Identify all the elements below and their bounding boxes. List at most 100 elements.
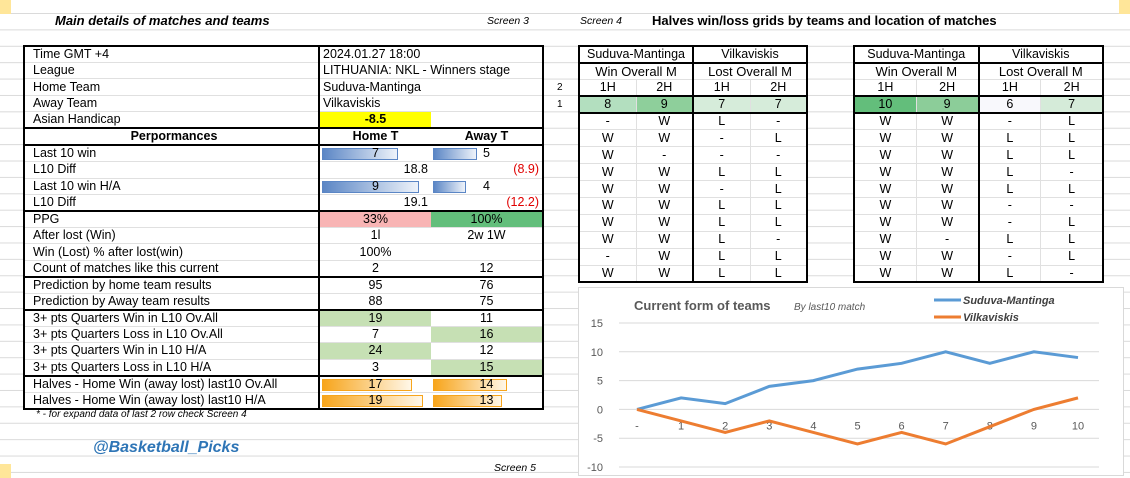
half-result: L [1040,129,1104,148]
chart-subtitle: By last10 match [794,302,866,313]
y-tick-label: 5 [597,376,603,388]
perf-label: Last 10 win H/A [24,178,320,195]
data-bar [322,180,419,193]
home-value: 17 [368,376,383,391]
half-result: W [916,163,980,182]
perf-row: 3+ pts Quarters Win in L10 Ov.All 19 11 [24,308,543,327]
half-result: L [1040,214,1104,232]
half-result: - [978,197,1042,215]
perf-row: Last 10 win 7 5 [24,145,543,163]
grid-away-sub: Lost Overall M [978,63,1104,80]
perf-row: 3+ pts Quarters Loss in L10 H/A 3 15 [24,359,543,377]
y-tick-label: 0 [597,404,603,416]
info-label: League [24,62,320,80]
info-row: Away Team Vilkaviskis [24,95,543,113]
half-result: W [854,265,917,283]
half-result: W [854,248,917,266]
home-cell: 33% [319,209,431,228]
grid-home-sub: Win Overall M [854,63,980,80]
away-cell: 12 [431,342,543,360]
away-value: 4 [483,178,490,193]
half-result: - [1040,197,1104,215]
half-result: W [579,214,637,232]
half-result: W [636,265,694,283]
home-value: 95 [368,277,383,292]
legend-label: Suduva-Mantinga [963,295,1055,307]
data-bar [433,394,502,407]
half-result: L [693,197,751,215]
half-result: W [636,248,694,266]
half-result: W [579,129,637,148]
half-result: - [750,146,808,165]
perf-row: Last 10 win H/A 9 4 [24,178,543,195]
perf-row: Halves - Home Win (away lost) last10 Ov.… [24,374,543,393]
cell-corner [0,0,11,14]
half-result: L [693,231,751,249]
away-value: 14 [479,376,494,391]
half-result: W [636,231,694,249]
half-result: - [1040,163,1104,182]
data-bar [433,180,466,193]
half-result: L [978,163,1042,182]
half-result: L [978,146,1042,165]
away-value: 13 [479,392,494,407]
performances-header: Perpormances Home T Away T [24,127,543,147]
half-result: - [636,146,694,165]
half-result: W [579,146,637,165]
away-cell: 75 [431,293,543,311]
home-value: 33% [362,211,389,226]
away-value: 16 [479,326,494,341]
perf-label: 3+ pts Quarters Loss in L10 Ov.All [24,326,320,344]
half-result: - [750,231,808,249]
x-tick-label: 1 [678,420,684,432]
half-count: 9 [636,96,694,114]
y-tick-label: 15 [591,318,603,330]
home-cell: 7 [319,145,431,163]
perf-label: Count of matches like this current [24,260,320,278]
away-value: (12.2) [506,194,539,209]
away-cell: (8.9) [431,161,543,179]
perf-row: L10 Diff 18.8 (8.9) [24,161,543,179]
x-tick-label: 6 [899,420,905,432]
home-cell: 88 [319,293,431,311]
half-result: W [579,265,637,283]
half-result: L [750,265,808,283]
half-result: L [1040,180,1104,198]
perf-row: Halves - Home Win (away lost) last10 H/A… [24,392,543,410]
match-details-table: Time GMT +4 2024.01.27 18:00 League LITHUAN… [23,45,544,410]
half-result: L [693,248,751,266]
half-count: 10 [854,96,917,114]
home-cell: 19 [319,308,431,327]
home-value: 100% [359,244,392,259]
home-cell: 19 [319,392,431,410]
half-result: W [854,214,917,232]
away-cell: 12 [431,260,543,278]
info-label: Home Team [24,78,320,96]
half-count: 7 [1040,96,1104,114]
perf-row: Win (Lost) % after lost(win) 100% [24,243,543,261]
brand-handle: @Basketball_Picks [93,439,240,456]
home-cell: 100% [319,243,431,261]
away-value: 5 [483,146,490,161]
half-result: - [693,180,751,198]
half-result: L [693,163,751,182]
info-value: LITHUANIA: NKL - Winners stage [319,62,510,80]
away-cell: (12.2) [431,194,543,212]
info-row: Time GMT +4 2024.01.27 18:00 [24,46,543,63]
perf-row: 3+ pts Quarters Win in L10 H/A 24 12 [24,342,543,360]
home-cell: 18.8 [319,161,431,179]
home-cell: 3 [319,359,431,377]
perf-label: L10 Diff [24,161,320,179]
perf-row: PPG 33% 100% [24,209,543,228]
perf-row: After lost (Win) 1l 2w 1W [24,227,543,245]
away-cell [431,243,543,261]
half-result: W [579,163,637,182]
